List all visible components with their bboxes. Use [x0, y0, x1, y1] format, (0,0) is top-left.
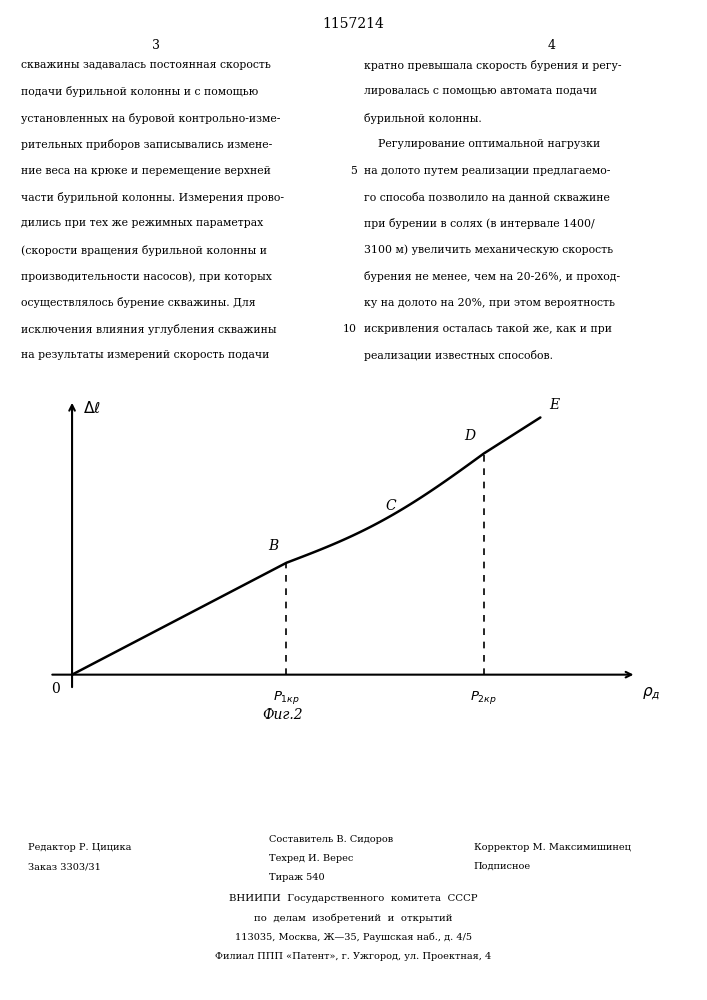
Text: Филиал ППП «Патент», г. Ужгород, ул. Проектная, 4: Филиал ППП «Патент», г. Ужгород, ул. Про…: [216, 952, 491, 961]
Text: $P_{2кр}$: $P_{2кр}$: [470, 689, 498, 706]
Text: 113035, Москва, Ж—35, Раушская наб., д. 4/5: 113035, Москва, Ж—35, Раушская наб., д. …: [235, 932, 472, 942]
Text: Техред И. Верес: Техред И. Верес: [269, 854, 353, 863]
Text: на долото путем реализации предлагаемо-: на долото путем реализации предлагаемо-: [364, 165, 610, 176]
Text: ние веса на крюке и перемещение верхней: ние веса на крюке и перемещение верхней: [21, 165, 271, 176]
Text: $\Delta\ell$: $\Delta\ell$: [83, 400, 101, 416]
Text: 3100 м) увеличить механическую скорость: 3100 м) увеличить механическую скорость: [364, 245, 613, 255]
Text: 0: 0: [51, 682, 59, 696]
Text: на результаты измерений скорость подачи: на результаты измерений скорость подачи: [21, 350, 269, 360]
Text: C: C: [385, 499, 396, 513]
Text: (скорости вращения бурильной колонны и: (скорости вращения бурильной колонны и: [21, 245, 267, 256]
Text: по  делам  изобретений  и  открытий: по делам изобретений и открытий: [255, 913, 452, 923]
Text: 4: 4: [547, 39, 556, 52]
Text: 3: 3: [151, 39, 160, 52]
Text: лировалась с помощью автомата подачи: лировалась с помощью автомата подачи: [364, 86, 597, 96]
Text: D: D: [464, 429, 476, 443]
Text: B: B: [268, 539, 278, 553]
Text: подачи бурильной колонны и с помощью: подачи бурильной колонны и с помощью: [21, 86, 259, 97]
Text: бурильной колонны.: бурильной колонны.: [364, 113, 482, 124]
Text: производительности насосов), при которых: производительности насосов), при которых: [21, 271, 272, 282]
Text: бурения не менее, чем на 20-26%, и проход-: бурения не менее, чем на 20-26%, и прохо…: [364, 271, 620, 282]
Text: осуществлялось бурение скважины. Для: осуществлялось бурение скважины. Для: [21, 298, 256, 308]
Text: искривления осталась такой же, как и при: искривления осталась такой же, как и при: [364, 324, 612, 334]
Text: Фиг.2: Фиг.2: [262, 708, 303, 722]
Text: 5: 5: [350, 165, 357, 176]
Text: Редактор Р. Цицика: Редактор Р. Цицика: [28, 843, 132, 852]
Text: скважины задавалась постоянная скорость: скважины задавалась постоянная скорость: [21, 60, 271, 70]
Text: ку на долото на 20%, при этом вероятность: ку на долото на 20%, при этом вероятност…: [364, 298, 615, 308]
Text: Подписное: Подписное: [474, 862, 531, 871]
Text: Составитель В. Сидоров: Составитель В. Сидоров: [269, 835, 393, 844]
Text: E: E: [549, 398, 559, 412]
Text: кратно превышала скорость бурения и регу-: кратно превышала скорость бурения и регу…: [364, 60, 621, 71]
Text: Регулирование оптимальной нагрузки: Регулирование оптимальной нагрузки: [364, 139, 600, 149]
Text: части бурильной колонны. Измерения прово-: части бурильной колонны. Измерения прово…: [21, 192, 284, 203]
Text: при бурении в солях (в интервале 1400/: при бурении в солях (в интервале 1400/: [364, 218, 595, 229]
Text: 10: 10: [343, 324, 357, 334]
Text: ВНИИПИ  Государственного  комитета  СССР: ВНИИПИ Государственного комитета СССР: [229, 894, 478, 903]
Text: го способа позволило на данной скважине: го способа позволило на данной скважине: [364, 192, 610, 202]
Text: установленных на буровой контрольно-изме-: установленных на буровой контрольно-изме…: [21, 113, 281, 124]
Text: Заказ 3303/31: Заказ 3303/31: [28, 862, 101, 871]
Text: $\rho_д$: $\rho_д$: [642, 685, 660, 702]
Text: $P_{1кр}$: $P_{1кр}$: [273, 689, 300, 706]
Text: дились при тех же режимных параметрах: дились при тех же режимных параметрах: [21, 218, 264, 228]
Text: 1157214: 1157214: [322, 17, 385, 31]
Text: Тираж 540: Тираж 540: [269, 873, 325, 882]
Text: реализации известных способов.: реализации известных способов.: [364, 350, 553, 361]
Text: исключения влияния углубления скважины: исключения влияния углубления скважины: [21, 324, 276, 335]
Text: рительных приборов записывались измене-: рительных приборов записывались измене-: [21, 139, 272, 150]
Text: Корректор М. Максимишинец: Корректор М. Максимишинец: [474, 843, 631, 852]
